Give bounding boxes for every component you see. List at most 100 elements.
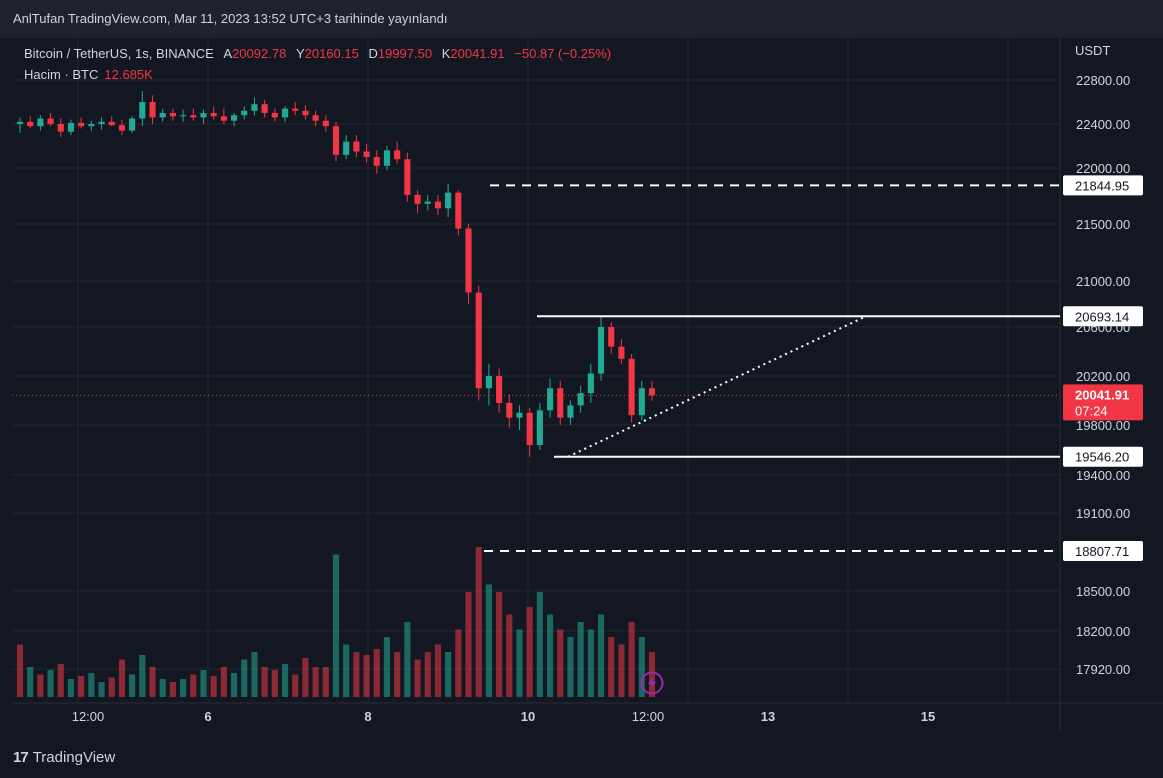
candle-body <box>332 126 340 155</box>
volume-bar <box>139 655 146 697</box>
level-price-text: 19546.20 <box>1075 450 1129 465</box>
candle-body <box>118 125 125 131</box>
volume-bar <box>37 674 44 697</box>
candle-body <box>587 373 594 394</box>
y-tick-label: 19100.00 <box>1076 506 1130 521</box>
candle-body <box>322 120 329 127</box>
candle-body <box>597 327 605 374</box>
currency-label: USDT <box>1075 43 1110 58</box>
volume-bar <box>618 644 625 697</box>
volume-bar <box>47 670 54 697</box>
tradingview-logo[interactable]: 17 TradingView <box>13 747 115 767</box>
y-tick-label: 21000.00 <box>1076 274 1130 289</box>
y-tick-label: 18200.00 <box>1076 624 1130 639</box>
volume-bar <box>312 667 319 697</box>
candle-body <box>251 104 258 111</box>
level-price-text: 21844.95 <box>1075 178 1129 193</box>
candle-body <box>210 113 217 117</box>
close-value: 20041.91 <box>450 46 505 61</box>
x-tick-label: 6 <box>204 709 211 724</box>
volume-bar <box>414 659 421 697</box>
volume-bar <box>485 584 492 697</box>
candle-body <box>496 376 503 403</box>
candle-body <box>241 110 248 116</box>
volume-bar <box>251 652 258 697</box>
volume-bar <box>180 679 187 697</box>
y-tick-label: 19800.00 <box>1076 418 1130 433</box>
chart-background <box>12 38 1163 731</box>
lightning-icon[interactable] <box>640 671 664 695</box>
volume-bar <box>88 673 95 697</box>
candle-body <box>180 115 187 117</box>
candle-body <box>516 412 523 418</box>
level-price-tag <box>1063 175 1143 196</box>
close-label: K <box>441 46 451 61</box>
volume-bar <box>332 554 340 697</box>
high-label: Y <box>295 46 305 61</box>
low-label: D <box>368 46 378 61</box>
candle-body <box>200 113 207 118</box>
candle-body <box>281 108 289 118</box>
volume-bar <box>516 629 523 697</box>
candle-body <box>292 108 299 111</box>
x-tick-label: 13 <box>761 709 775 724</box>
low-value: 19997.50 <box>377 46 433 61</box>
y-tick-label: 20200.00 <box>1076 369 1130 384</box>
volume-bar <box>455 629 462 697</box>
candle-body <box>139 102 146 119</box>
symbol-label[interactable]: Bitcoin / TetherUS, 1s, BINANCE <box>24 46 214 61</box>
candle-body <box>414 194 421 204</box>
volume-bar <box>496 592 503 697</box>
volume-label[interactable]: Hacim · BTC <box>24 67 99 82</box>
candle-body <box>37 118 44 127</box>
volume-bar <box>475 547 482 697</box>
candle-body <box>312 115 319 121</box>
chart-area[interactable]: USDT 22800.00 22400.00 22000.00 21500.00 2100… <box>12 38 1163 731</box>
y-tick-label: 17920.00 <box>1076 662 1130 677</box>
volume-bar <box>108 677 115 697</box>
volume-bar <box>16 644 24 697</box>
candle-body <box>618 346 625 359</box>
volume-bar <box>373 649 380 697</box>
volume-bar <box>343 644 350 697</box>
candle-body <box>577 393 584 406</box>
volume-bar <box>394 652 401 697</box>
candle-body <box>455 192 462 229</box>
volume-bar <box>159 679 166 697</box>
level-price-text: 20693.14 <box>1075 309 1129 324</box>
x-tick-label: 10 <box>521 709 535 724</box>
y-tick-label: 19400.00 <box>1076 468 1130 483</box>
candle-body <box>108 121 115 126</box>
volume-bar <box>27 667 34 697</box>
volume-bar <box>210 676 217 697</box>
candle-body <box>343 141 350 155</box>
volume-bar <box>587 629 594 697</box>
candle-body <box>231 115 238 121</box>
publication-text: AnlTufan TradingView.com, Mar 11, 2023 1… <box>13 11 448 26</box>
candle-body <box>67 122 75 132</box>
candle-body <box>373 157 380 166</box>
volume-bar <box>57 664 64 697</box>
candle-body <box>271 113 278 118</box>
y-tick-label: 22800.00 <box>1076 73 1130 88</box>
candle-body <box>302 110 309 116</box>
logo-text: TradingView <box>32 748 116 766</box>
candle-body <box>557 388 564 418</box>
logo-mark: 17 <box>13 748 29 766</box>
y-tick-label: 22000.00 <box>1076 161 1130 176</box>
candle-body <box>220 116 227 121</box>
candle-body <box>57 124 64 132</box>
volume-bar <box>404 622 411 697</box>
candle-body <box>506 402 513 418</box>
publication-bar: AnlTufan TradingView.com, Mar 11, 2023 1… <box>0 0 1163 38</box>
candle-body <box>353 141 360 152</box>
candle-body <box>547 388 554 411</box>
volume-bar <box>149 667 156 697</box>
candle-body <box>98 121 105 124</box>
price-chart[interactable]: USDT 22800.00 22400.00 22000.00 21500.00 2100… <box>12 38 1163 731</box>
volume-bar <box>465 592 472 697</box>
candle-body <box>526 412 533 445</box>
candle-body <box>261 104 268 113</box>
candle-body <box>159 113 166 118</box>
volume-value: 12.685K <box>104 67 153 82</box>
